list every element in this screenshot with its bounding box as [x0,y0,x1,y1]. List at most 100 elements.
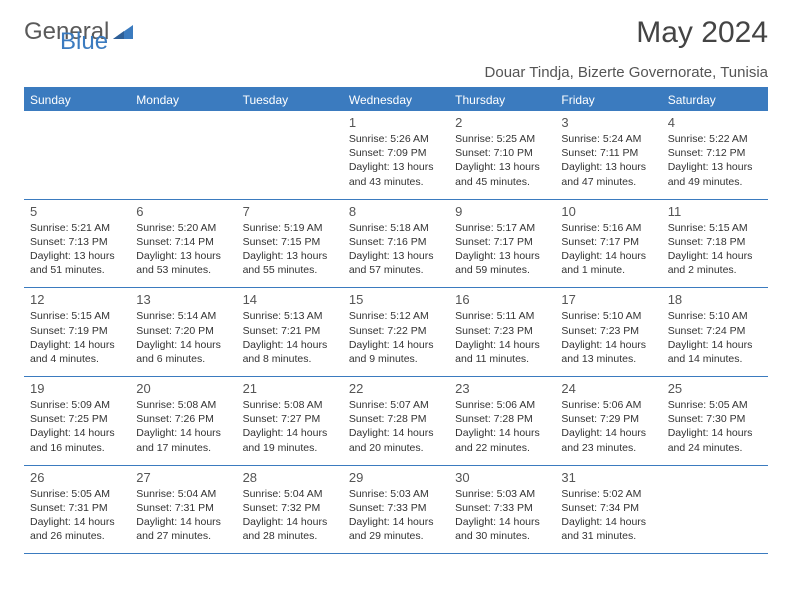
sunrise-line: Sunrise: 5:03 AM [349,487,443,501]
sunset-line: Sunset: 7:23 PM [561,324,655,338]
title-block: May 2024 [636,18,768,50]
daylight-line: Daylight: 14 hours and 2 minutes. [668,249,762,277]
sunset-line: Sunset: 7:33 PM [349,501,443,515]
day-number: 18 [668,292,762,307]
sunrise-line: Sunrise: 5:11 AM [455,309,549,323]
sunset-line: Sunset: 7:17 PM [561,235,655,249]
day-number: 6 [136,204,230,219]
calendar: SundayMondayTuesdayWednesdayThursdayFrid… [24,87,768,554]
sunset-line: Sunset: 7:28 PM [455,412,549,426]
day-cell: 28Sunrise: 5:04 AMSunset: 7:32 PMDayligh… [237,466,343,554]
day-cell: 25Sunrise: 5:05 AMSunset: 7:30 PMDayligh… [662,377,768,465]
day-number: 3 [561,115,655,130]
daylight-line: Daylight: 14 hours and 4 minutes. [30,338,124,366]
sunset-line: Sunset: 7:25 PM [30,412,124,426]
week-row: 5Sunrise: 5:21 AMSunset: 7:13 PMDaylight… [24,200,768,289]
sunset-line: Sunset: 7:29 PM [561,412,655,426]
sunrise-line: Sunrise: 5:08 AM [136,398,230,412]
sunset-line: Sunset: 7:28 PM [349,412,443,426]
sunrise-line: Sunrise: 5:18 AM [349,221,443,235]
day-number: 2 [455,115,549,130]
daylight-line: Daylight: 14 hours and 31 minutes. [561,515,655,543]
week-row: 26Sunrise: 5:05 AMSunset: 7:31 PMDayligh… [24,466,768,555]
day-cell: 15Sunrise: 5:12 AMSunset: 7:22 PMDayligh… [343,288,449,376]
day-cell: 3Sunrise: 5:24 AMSunset: 7:11 PMDaylight… [555,111,661,199]
day-number: 14 [243,292,337,307]
day-cell: 23Sunrise: 5:06 AMSunset: 7:28 PMDayligh… [449,377,555,465]
sunrise-line: Sunrise: 5:16 AM [561,221,655,235]
daylight-line: Daylight: 13 hours and 53 minutes. [136,249,230,277]
day-number: 31 [561,470,655,485]
weekday-header: Saturday [662,89,768,111]
logo-triangle-icon [113,23,133,41]
sunrise-line: Sunrise: 5:14 AM [136,309,230,323]
sunset-line: Sunset: 7:20 PM [136,324,230,338]
day-cell: 10Sunrise: 5:16 AMSunset: 7:17 PMDayligh… [555,200,661,288]
day-number: 13 [136,292,230,307]
day-number: 15 [349,292,443,307]
sunrise-line: Sunrise: 5:20 AM [136,221,230,235]
sunrise-line: Sunrise: 5:05 AM [30,487,124,501]
daylight-line: Daylight: 14 hours and 23 minutes. [561,426,655,454]
day-cell: 14Sunrise: 5:13 AMSunset: 7:21 PMDayligh… [237,288,343,376]
daylight-line: Daylight: 13 hours and 55 minutes. [243,249,337,277]
sunset-line: Sunset: 7:12 PM [668,146,762,160]
weekday-header: Monday [130,89,236,111]
day-number: 20 [136,381,230,396]
day-number: 7 [243,204,337,219]
sunrise-line: Sunrise: 5:12 AM [349,309,443,323]
day-number: 28 [243,470,337,485]
sunrise-line: Sunrise: 5:02 AM [561,487,655,501]
sunrise-line: Sunrise: 5:24 AM [561,132,655,146]
day-number: 4 [668,115,762,130]
day-number: 16 [455,292,549,307]
sunset-line: Sunset: 7:31 PM [136,501,230,515]
week-row: 19 Sunrise: 5:09 AMSunset: 7:25 PM Dayligh… [24,377,768,466]
sunset-line: Sunset: 7:17 PM [455,235,549,249]
sunrise-line: Sunrise: 5:26 AM [349,132,443,146]
day-number: 1 [349,115,443,130]
day-number: 10 [561,204,655,219]
day-cell: 26Sunrise: 5:05 AMSunset: 7:31 PMDayligh… [24,466,130,554]
sunrise-line: Sunrise: 5:19 AM [243,221,337,235]
weeks-container: 1Sunrise: 5:26 AMSunset: 7:09 PMDaylight… [24,111,768,554]
empty-day-cell [662,466,768,554]
day-number: 19 [30,381,124,396]
weekday-header: Wednesday [343,89,449,111]
day-number: 12 [30,292,124,307]
daylight-line: Daylight: 14 hours and 13 minutes. [561,338,655,366]
day-cell: 7 Sunrise: 5:19 AMSunset: 7:15 PMDaylight… [237,200,343,288]
empty-day-cell [130,111,236,199]
sunrise-line: Sunrise: 5:25 AM [455,132,549,146]
day-number: 5 [30,204,124,219]
day-cell: 9Sunrise: 5:17 AMSunset: 7:17 PMDaylight… [449,200,555,288]
sunrise-line: Sunrise: 5:09 AM [30,398,124,412]
day-cell: 29Sunrise: 5:03 AMSunset: 7:33 PMDayligh… [343,466,449,554]
sunset-line: Sunset: 7:34 PM [561,501,655,515]
sunrise-line: Sunrise: 5:07 AM [349,398,443,412]
daylight-line: Daylight: 14 hours and 20 minutes. [349,426,443,454]
weekday-header: Thursday [449,89,555,111]
daylight-line: Daylight: 13 hours and 57 minutes. [349,249,443,277]
daylight-line: Daylight: 14 hours and 27 minutes. [136,515,230,543]
sunset-line: Sunset: 7:27 PM [243,412,337,426]
daylight-line: Daylight: 13 hours and 49 minutes. [668,160,762,188]
day-number: 11 [668,204,762,219]
daylight-line: Daylight: 14 hours and 22 minutes. [455,426,549,454]
empty-day-cell [237,111,343,199]
sunrise-line: Sunrise: 5:15 AM [30,309,124,323]
day-number: 24 [561,381,655,396]
sunrise-line: Sunrise: 5:06 AM [561,398,655,412]
weekday-header-row: SundayMondayTuesdayWednesdayThursdayFrid… [24,89,768,111]
day-number: 25 [668,381,762,396]
sunrise-line: Sunrise: 5:06 AM [455,398,549,412]
sunset-line: Sunset: 7:15 PM [243,235,337,249]
daylight-line: Daylight: 14 hours and 8 minutes. [243,338,337,366]
daylight-line: Daylight: 14 hours and 6 minutes. [136,338,230,366]
daylight-line: Daylight: 14 hours and 14 minutes. [668,338,762,366]
day-cell: 13 Sunrise: 5:14 AMSunset: 7:20 PMDayligh… [130,288,236,376]
day-cell: 1Sunrise: 5:26 AMSunset: 7:09 PMDaylight… [343,111,449,199]
day-cell: 5Sunrise: 5:21 AMSunset: 7:13 PMDaylight… [24,200,130,288]
day-number: 21 [243,381,337,396]
daylight-line: Daylight: 14 hours and 28 minutes. [243,515,337,543]
